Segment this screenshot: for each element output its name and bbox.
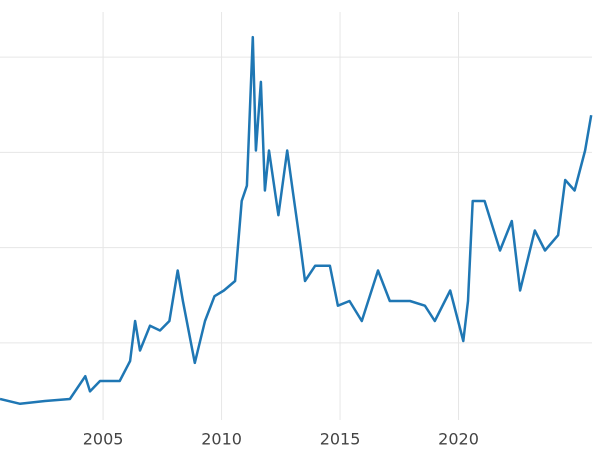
x-tick-label: 2005	[83, 430, 124, 449]
price-line	[0, 35, 593, 406]
x-tick-label: 2015	[320, 430, 361, 449]
x-tick-label: 2020	[438, 430, 479, 449]
x-tick-label: 2010	[201, 430, 242, 449]
